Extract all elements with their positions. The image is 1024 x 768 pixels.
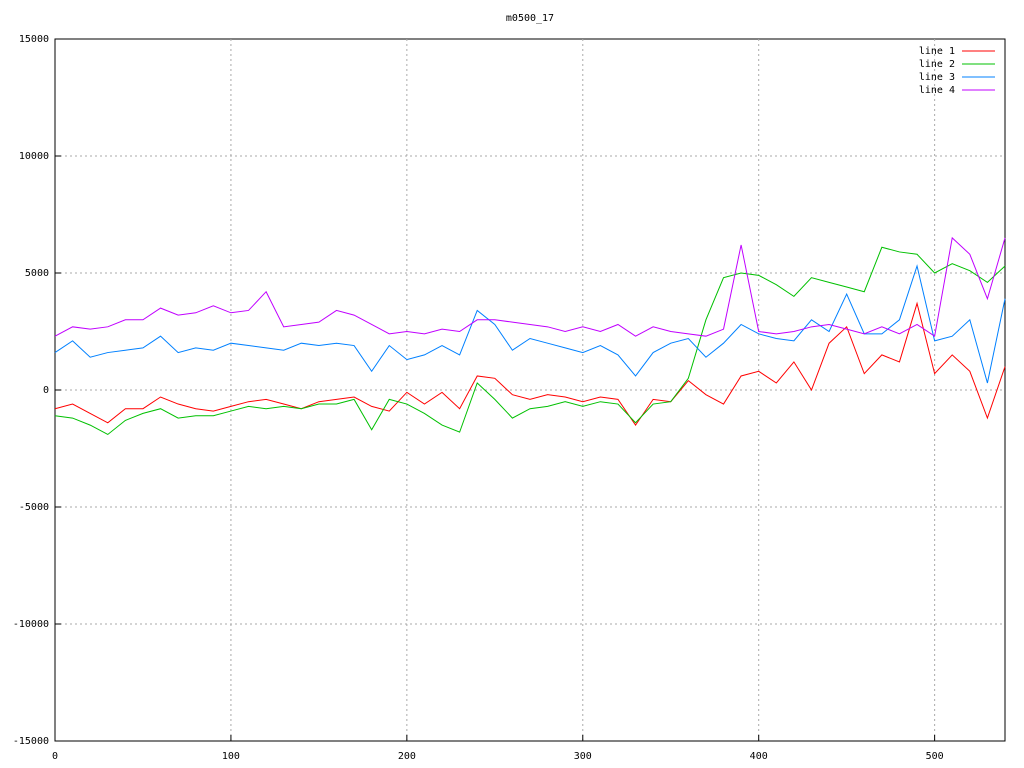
series-line	[54, 246, 1006, 436]
y-tick-label: 5000	[25, 268, 49, 279]
y-tick-label: 10000	[19, 151, 49, 162]
x-tick-label: 200	[398, 751, 416, 762]
x-tick-label: 300	[574, 751, 592, 762]
legend-label: line 1	[919, 46, 955, 57]
legend-label: line 4	[919, 85, 955, 96]
x-tick-label: 0	[52, 751, 58, 762]
x-tick-label: 400	[750, 751, 768, 762]
chart-title: m0500_17	[506, 13, 554, 24]
legend-label: line 3	[919, 72, 955, 83]
legend-label: line 2	[919, 59, 955, 70]
y-tick-label: 0	[43, 385, 49, 396]
x-tick-label: 100	[222, 751, 240, 762]
x-tick-label: 500	[926, 751, 944, 762]
series-line	[54, 301, 1006, 426]
y-tick-label: -5000	[19, 502, 49, 513]
y-tick-label: -15000	[13, 736, 49, 747]
series-line	[54, 264, 1006, 384]
series-line	[54, 236, 1006, 338]
y-tick-label: 15000	[19, 34, 49, 45]
y-tick-label: -10000	[13, 619, 49, 630]
